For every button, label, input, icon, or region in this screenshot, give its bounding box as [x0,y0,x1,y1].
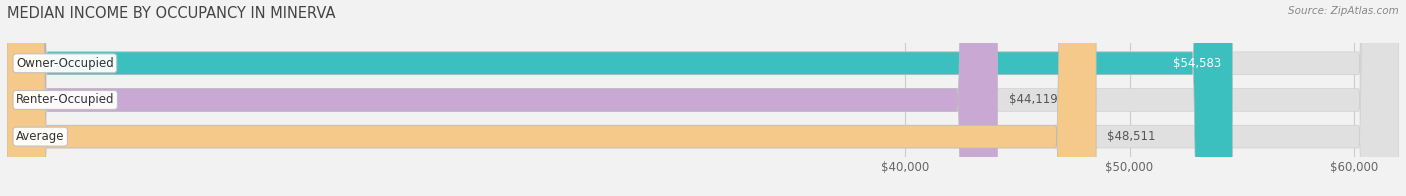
FancyBboxPatch shape [7,0,1399,196]
FancyBboxPatch shape [7,0,1399,196]
FancyBboxPatch shape [7,0,1233,196]
Text: Renter-Occupied: Renter-Occupied [15,93,114,106]
Text: Source: ZipAtlas.com: Source: ZipAtlas.com [1288,6,1399,16]
Text: Average: Average [15,130,65,143]
Text: Owner-Occupied: Owner-Occupied [15,57,114,70]
Text: $54,583: $54,583 [1173,57,1222,70]
FancyBboxPatch shape [7,0,1399,196]
Text: MEDIAN INCOME BY OCCUPANCY IN MINERVA: MEDIAN INCOME BY OCCUPANCY IN MINERVA [7,6,336,21]
Text: $44,119: $44,119 [1008,93,1057,106]
Text: $48,511: $48,511 [1108,130,1156,143]
FancyBboxPatch shape [7,0,1097,196]
FancyBboxPatch shape [7,0,997,196]
